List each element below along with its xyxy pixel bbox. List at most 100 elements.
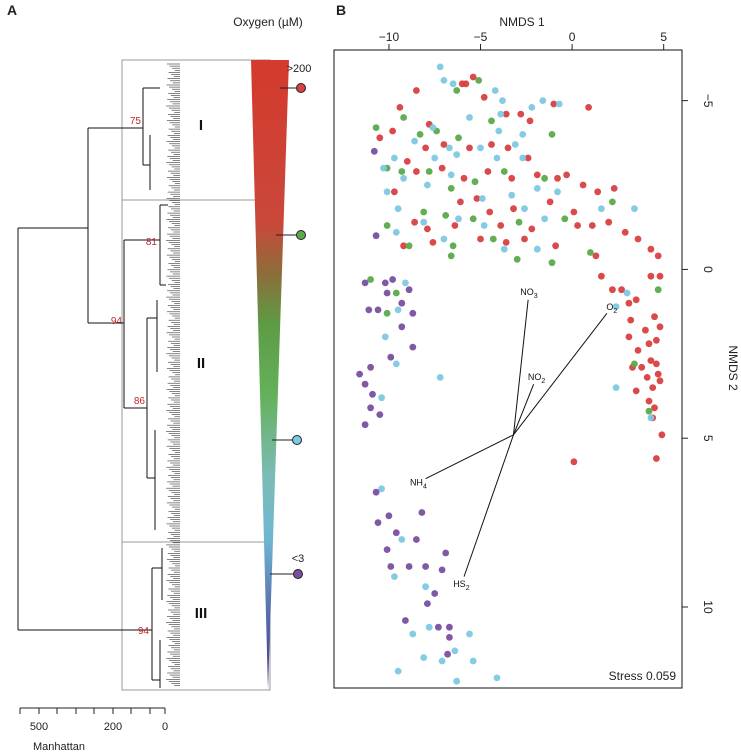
data-point <box>623 289 631 297</box>
dendrogram-leaves <box>166 63 180 686</box>
x-tick-label: −10 <box>379 30 400 44</box>
bootstrap-94-lower: 94 <box>138 626 150 637</box>
data-point <box>656 377 664 385</box>
data-point <box>447 252 455 260</box>
data-point <box>365 306 373 314</box>
data-point <box>651 404 658 412</box>
data-point <box>466 114 473 121</box>
data-point <box>598 272 605 280</box>
data-point <box>651 313 658 321</box>
data-point <box>546 198 554 206</box>
oxygen-high-label: >200 <box>287 63 312 75</box>
data-point <box>396 104 404 111</box>
data-point <box>378 485 385 493</box>
y-tick-label: 0 <box>701 266 715 273</box>
data-point <box>524 154 532 162</box>
data-point <box>656 323 664 331</box>
data-point <box>592 252 600 260</box>
data-point <box>374 519 382 526</box>
data-point <box>402 617 409 624</box>
data-point <box>653 455 660 462</box>
data-point <box>367 276 374 283</box>
data-point <box>488 117 495 125</box>
data-point <box>361 380 369 388</box>
vector-label-no3: NO3 <box>520 287 538 300</box>
data-point <box>391 188 398 196</box>
vector-label-o2: O2 <box>606 302 617 315</box>
data-point <box>618 286 625 294</box>
data-point <box>405 286 413 294</box>
data-point <box>376 134 384 142</box>
series-hypoxic <box>367 77 662 415</box>
marker-oxic <box>296 83 306 93</box>
data-point <box>381 279 389 287</box>
data-point <box>413 536 420 543</box>
data-point <box>400 114 407 121</box>
vector-label-nh4: NH4 <box>410 477 427 490</box>
data-point <box>409 309 417 317</box>
data-point <box>654 252 662 260</box>
marker-suboxic <box>292 435 302 445</box>
data-point <box>647 357 655 364</box>
data-point <box>466 630 473 638</box>
bootstrap-94-upper: 94 <box>111 316 123 327</box>
series-anoxic <box>356 147 453 658</box>
y-tick-label: −5 <box>701 94 715 108</box>
data-point <box>372 488 380 496</box>
data-point <box>370 147 378 155</box>
data-point <box>431 154 439 162</box>
data-point <box>378 394 385 402</box>
data-point <box>642 326 649 334</box>
data-point <box>392 529 400 537</box>
data-point <box>495 127 503 135</box>
data-point <box>469 73 477 81</box>
data-point <box>653 360 660 368</box>
data-point <box>511 141 519 148</box>
data-point <box>380 164 387 172</box>
data-point <box>383 546 391 553</box>
data-point <box>550 100 558 108</box>
data-point <box>653 336 660 344</box>
x-tick-label: −5 <box>474 30 488 44</box>
data-point <box>625 333 633 341</box>
data-point <box>570 208 578 216</box>
data-point <box>420 218 428 226</box>
data-point <box>632 296 640 304</box>
data-point <box>561 215 569 223</box>
data-point <box>477 235 484 243</box>
data-point <box>500 245 508 253</box>
data-point <box>588 222 596 229</box>
data-point <box>389 276 396 283</box>
data-point <box>453 151 461 159</box>
data-point <box>442 212 450 219</box>
data-point <box>489 235 497 243</box>
data-point <box>649 384 657 391</box>
data-point <box>647 245 655 253</box>
series-oxic <box>376 73 666 466</box>
data-point <box>541 174 548 182</box>
data-point <box>420 654 428 661</box>
data-point <box>497 222 505 229</box>
panel-b-label: B <box>336 2 346 18</box>
data-point <box>477 144 484 152</box>
data-point <box>555 100 563 108</box>
cluster-label-ii: II <box>197 355 205 372</box>
data-point <box>533 245 541 253</box>
data-point <box>625 299 633 307</box>
data-point <box>610 185 618 192</box>
cluster-label-i: I <box>199 117 203 134</box>
data-point <box>398 323 406 331</box>
data-point <box>510 205 517 213</box>
data-point <box>400 242 407 250</box>
nmds-points <box>356 63 666 685</box>
data-point <box>645 407 653 415</box>
data-point <box>656 272 664 280</box>
data-point <box>627 316 635 324</box>
data-point <box>479 195 486 202</box>
data-point <box>475 77 483 84</box>
data-point <box>519 154 527 162</box>
data-point <box>385 512 393 520</box>
data-point <box>541 215 548 223</box>
data-point <box>458 80 466 88</box>
manhattan-tick-500: 500 <box>30 721 48 733</box>
